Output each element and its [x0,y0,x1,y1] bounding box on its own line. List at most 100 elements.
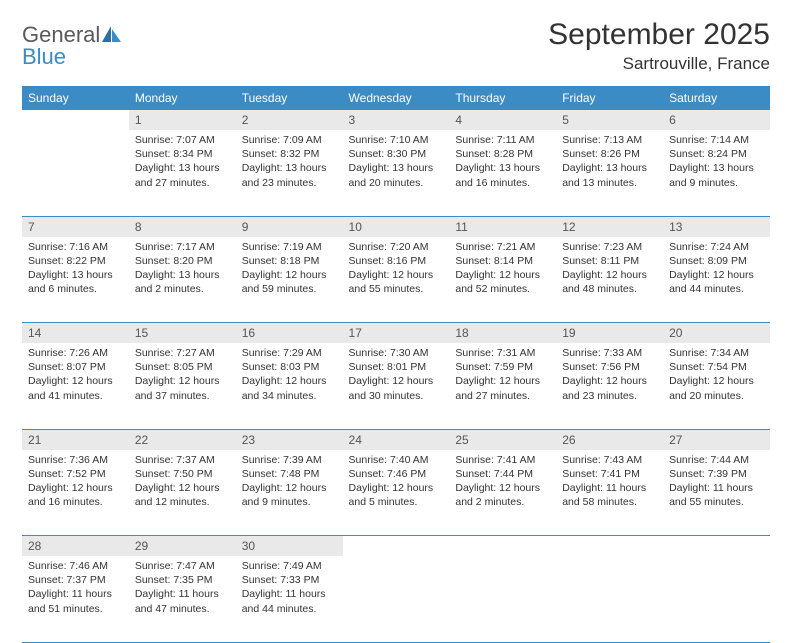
day-cell: Sunrise: 7:43 AMSunset: 7:41 PMDaylight:… [556,450,663,536]
sunset-line: Sunset: 7:54 PM [669,360,764,374]
day-cell: Sunrise: 7:31 AMSunset: 7:59 PMDaylight:… [449,343,556,429]
sunset-line: Sunset: 7:41 PM [562,467,657,481]
day-content: Sunrise: 7:31 AMSunset: 7:59 PMDaylight:… [449,343,556,409]
sunrise-line: Sunrise: 7:24 AM [669,240,764,254]
day-header: Sunday [22,86,129,110]
sunset-line: Sunset: 8:18 PM [242,254,337,268]
day-number: 13 [663,216,770,237]
day-content: Sunrise: 7:36 AMSunset: 7:52 PMDaylight:… [22,450,129,516]
sunrise-line: Sunrise: 7:40 AM [349,453,444,467]
sunset-line: Sunset: 7:33 PM [242,573,337,587]
sunrise-line: Sunrise: 7:43 AM [562,453,657,467]
day-number-row: 78910111213 [22,216,770,237]
sunset-line: Sunset: 7:39 PM [669,467,764,481]
day-cell: Sunrise: 7:36 AMSunset: 7:52 PMDaylight:… [22,450,129,536]
daylight-line: Daylight: 12 hours and 44 minutes. [669,268,764,296]
sunrise-line: Sunrise: 7:29 AM [242,346,337,360]
sunrise-line: Sunrise: 7:36 AM [28,453,123,467]
day-cell: Sunrise: 7:30 AMSunset: 8:01 PMDaylight:… [343,343,450,429]
daylight-line: Daylight: 13 hours and 13 minutes. [562,161,657,189]
day-number: 15 [129,323,236,344]
header: GeneralBlue September 2025 Sartrouville,… [22,18,770,74]
daylight-line: Daylight: 13 hours and 16 minutes. [455,161,550,189]
day-cell: Sunrise: 7:16 AMSunset: 8:22 PMDaylight:… [22,237,129,323]
day-content: Sunrise: 7:24 AMSunset: 8:09 PMDaylight:… [663,237,770,303]
sunset-line: Sunset: 7:35 PM [135,573,230,587]
day-number: 17 [343,323,450,344]
logo: GeneralBlue [22,24,122,68]
day-cell: Sunrise: 7:07 AMSunset: 8:34 PMDaylight:… [129,130,236,216]
day-content: Sunrise: 7:44 AMSunset: 7:39 PMDaylight:… [663,450,770,516]
sunset-line: Sunset: 8:32 PM [242,147,337,161]
week-row: Sunrise: 7:07 AMSunset: 8:34 PMDaylight:… [22,130,770,216]
day-cell: Sunrise: 7:09 AMSunset: 8:32 PMDaylight:… [236,130,343,216]
day-cell: Sunrise: 7:20 AMSunset: 8:16 PMDaylight:… [343,237,450,323]
day-content: Sunrise: 7:27 AMSunset: 8:05 PMDaylight:… [129,343,236,409]
sunrise-line: Sunrise: 7:33 AM [562,346,657,360]
sunrise-line: Sunrise: 7:26 AM [28,346,123,360]
day-header: Thursday [449,86,556,110]
daylight-line: Daylight: 12 hours and 20 minutes. [669,374,764,402]
daylight-line: Daylight: 12 hours and 12 minutes. [135,481,230,509]
day-content: Sunrise: 7:11 AMSunset: 8:28 PMDaylight:… [449,130,556,196]
day-header: Wednesday [343,86,450,110]
week-row: Sunrise: 7:16 AMSunset: 8:22 PMDaylight:… [22,237,770,323]
day-number: 9 [236,216,343,237]
day-content: Sunrise: 7:19 AMSunset: 8:18 PMDaylight:… [236,237,343,303]
day-header-row: SundayMondayTuesdayWednesdayThursdayFrid… [22,86,770,110]
sunset-line: Sunset: 7:48 PM [242,467,337,481]
sunrise-line: Sunrise: 7:11 AM [455,133,550,147]
day-header: Tuesday [236,86,343,110]
day-number: 29 [129,536,236,557]
day-number: 8 [129,216,236,237]
week-row: Sunrise: 7:26 AMSunset: 8:07 PMDaylight:… [22,343,770,429]
day-number: 27 [663,429,770,450]
day-cell [556,556,663,642]
sunrise-line: Sunrise: 7:49 AM [242,559,337,573]
sunset-line: Sunset: 8:20 PM [135,254,230,268]
day-content: Sunrise: 7:29 AMSunset: 8:03 PMDaylight:… [236,343,343,409]
day-content: Sunrise: 7:16 AMSunset: 8:22 PMDaylight:… [22,237,129,303]
day-cell [343,556,450,642]
daylight-line: Daylight: 12 hours and 34 minutes. [242,374,337,402]
day-number: 11 [449,216,556,237]
daylight-line: Daylight: 13 hours and 6 minutes. [28,268,123,296]
sunrise-line: Sunrise: 7:23 AM [562,240,657,254]
day-number [663,536,770,557]
daylight-line: Daylight: 13 hours and 23 minutes. [242,161,337,189]
day-cell: Sunrise: 7:10 AMSunset: 8:30 PMDaylight:… [343,130,450,216]
day-number [556,536,663,557]
day-cell: Sunrise: 7:40 AMSunset: 7:46 PMDaylight:… [343,450,450,536]
daylight-line: Daylight: 11 hours and 58 minutes. [562,481,657,509]
day-content: Sunrise: 7:40 AMSunset: 7:46 PMDaylight:… [343,450,450,516]
sunrise-line: Sunrise: 7:34 AM [669,346,764,360]
sunrise-line: Sunrise: 7:14 AM [669,133,764,147]
sunset-line: Sunset: 8:22 PM [28,254,123,268]
day-number: 18 [449,323,556,344]
sunrise-line: Sunrise: 7:37 AM [135,453,230,467]
sunrise-line: Sunrise: 7:13 AM [562,133,657,147]
daylight-line: Daylight: 11 hours and 55 minutes. [669,481,764,509]
day-number: 28 [22,536,129,557]
day-content: Sunrise: 7:09 AMSunset: 8:32 PMDaylight:… [236,130,343,196]
sunrise-line: Sunrise: 7:39 AM [242,453,337,467]
day-number: 16 [236,323,343,344]
day-number: 6 [663,110,770,130]
day-content: Sunrise: 7:13 AMSunset: 8:26 PMDaylight:… [556,130,663,196]
day-number-row: 282930 [22,536,770,557]
day-cell: Sunrise: 7:49 AMSunset: 7:33 PMDaylight:… [236,556,343,642]
day-number: 19 [556,323,663,344]
day-content: Sunrise: 7:34 AMSunset: 7:54 PMDaylight:… [663,343,770,409]
day-number: 2 [236,110,343,130]
sunrise-line: Sunrise: 7:09 AM [242,133,337,147]
daylight-line: Daylight: 13 hours and 2 minutes. [135,268,230,296]
day-cell: Sunrise: 7:27 AMSunset: 8:05 PMDaylight:… [129,343,236,429]
day-number: 1 [129,110,236,130]
day-header: Monday [129,86,236,110]
daylight-line: Daylight: 12 hours and 30 minutes. [349,374,444,402]
day-number: 12 [556,216,663,237]
day-number: 7 [22,216,129,237]
title-block: September 2025 Sartrouville, France [548,18,770,74]
day-content: Sunrise: 7:23 AMSunset: 8:11 PMDaylight:… [556,237,663,303]
sunset-line: Sunset: 7:44 PM [455,467,550,481]
